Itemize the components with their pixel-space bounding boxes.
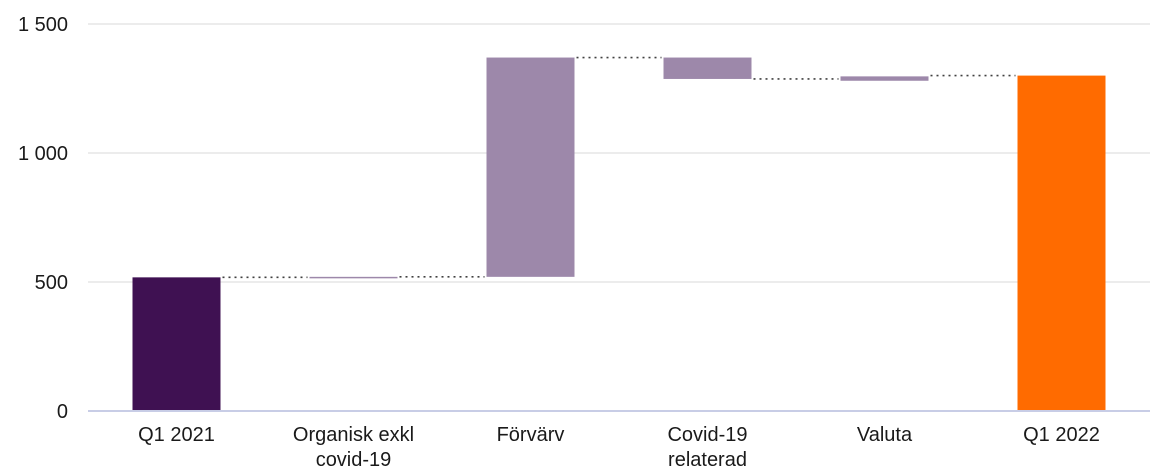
bar-covid-19-relaterad <box>663 57 752 79</box>
gridlines <box>88 23 1150 283</box>
x-category-label: Covid-19 relaterad <box>667 424 747 471</box>
y-tick-label: 500 <box>35 272 68 294</box>
y-tick-label: 0 <box>57 401 68 423</box>
y-tick-labels: 0 500 1 000 1 500 <box>18 14 68 423</box>
bar-valuta <box>840 76 929 81</box>
bar-q1-2022 <box>1017 75 1106 411</box>
bars <box>132 57 1106 411</box>
x-category-labels: Q1 2021 Organisk exkl covid-19 Förvärv Covid… <box>138 424 1100 471</box>
x-category-label: Q1 2021 <box>138 424 215 446</box>
bar-förvärv <box>486 57 575 277</box>
x-category-label: Q1 2022 <box>1023 424 1100 446</box>
x-category-label: Organisk exkl covid-19 <box>293 424 414 471</box>
x-category-label: Förvärv <box>497 424 565 446</box>
bar-q1-2021 <box>132 277 221 411</box>
y-tick-label: 1 500 <box>18 14 68 36</box>
bar-organisk-exkl-covid-19 <box>309 276 398 279</box>
x-category-label: Valuta <box>857 424 913 446</box>
y-tick-label: 1 000 <box>18 143 68 165</box>
connector-lines <box>222 56 1016 279</box>
